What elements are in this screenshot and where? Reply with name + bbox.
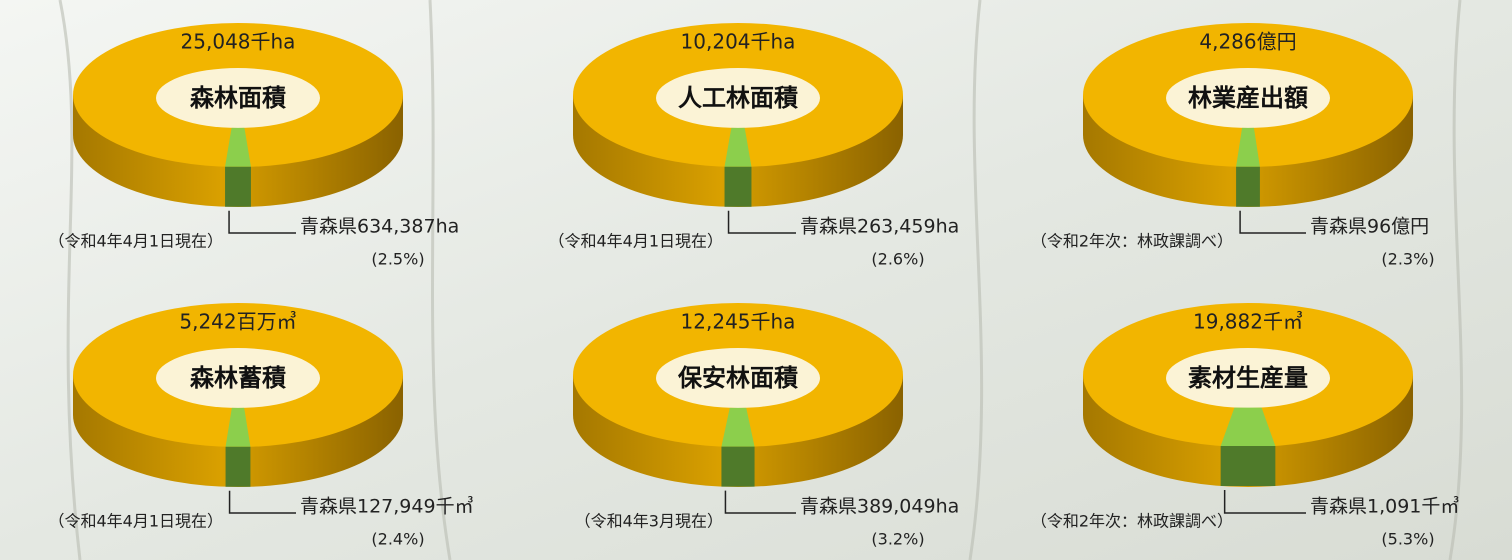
value-label: (2.3%) [1381, 250, 1434, 269]
slice-front [1236, 166, 1260, 207]
tree-decoration [58, 0, 1464, 560]
slice-front [724, 166, 752, 207]
slice-top [225, 407, 251, 447]
slice-front [721, 446, 755, 487]
slice-top [1236, 127, 1260, 167]
note: （令和4年4月1日現在） [548, 232, 723, 251]
category-label: 青森県389,049ha [800, 496, 959, 518]
leader-line [228, 210, 296, 234]
value-label: (2.6%) [871, 250, 924, 269]
slice-front [1220, 446, 1276, 487]
title: 森林面積 [190, 84, 286, 112]
value-label: (2.5%) [371, 250, 424, 269]
total-label: 25,048千ha [181, 30, 296, 54]
ring-hole [1166, 68, 1330, 128]
title: 素材生産量 [1188, 364, 1308, 392]
category-label: 青森県1,091千㎥ [1310, 496, 1459, 518]
category-label: 青森県634,387ha [300, 216, 459, 238]
value-label: (5.3%) [1381, 530, 1434, 549]
total-label: 19,882千㎥ [1193, 310, 1303, 334]
category-label: 青森県263,459ha [800, 216, 959, 238]
leader-line [1239, 210, 1306, 234]
value-label: (2.4%) [371, 530, 424, 549]
ring-hole [656, 348, 820, 408]
slice-top [721, 407, 755, 447]
note: （令和4年4月1日現在） [48, 512, 223, 531]
slice-front [225, 166, 251, 207]
slice-top [724, 127, 752, 167]
leader-line [727, 210, 796, 234]
leader-line [228, 490, 296, 514]
total-label: 10,204千ha [681, 30, 796, 54]
note: （令和2年次：林政課調べ） [1031, 512, 1233, 531]
note: （令和4年4月1日現在） [48, 232, 223, 251]
title: 森林蓄積 [190, 364, 286, 392]
category-label: 青森県96億円 [1310, 216, 1429, 238]
total-label: 12,245千ha [681, 310, 796, 334]
title: 人工林面積 [678, 84, 798, 112]
ring-hole [1166, 348, 1330, 408]
leader-line [1223, 490, 1306, 514]
note: （令和4年3月現在） [575, 512, 723, 531]
ring-hole [656, 68, 820, 128]
ring-hole [156, 68, 320, 128]
total-label: 5,242百万㎥ [179, 310, 296, 334]
title: 保安林面積 [677, 364, 798, 392]
slice-top [225, 127, 251, 167]
total-label: 4,286億円 [1199, 30, 1296, 54]
value-label: (3.2%) [871, 530, 924, 549]
title: 林業産出額 [1188, 84, 1308, 112]
slice-front [225, 446, 251, 487]
ring-hole [156, 348, 320, 408]
slice-top [1220, 407, 1276, 447]
category-label: 青森県127,949千㎥ [300, 496, 474, 518]
note: （令和2年次：林政課調べ） [1031, 232, 1233, 251]
leader-line [724, 490, 796, 514]
